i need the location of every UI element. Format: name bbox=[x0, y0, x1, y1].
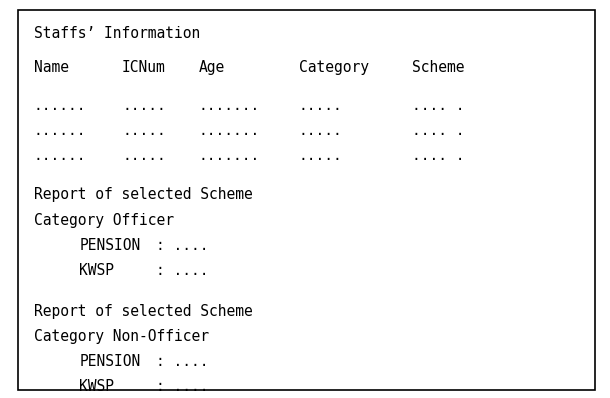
Text: : ....: : .... bbox=[156, 379, 208, 394]
Text: .......: ....... bbox=[198, 148, 259, 163]
Text: ......: ...... bbox=[34, 123, 86, 138]
Text: Scheme: Scheme bbox=[412, 60, 464, 75]
Text: Name: Name bbox=[34, 60, 68, 75]
Text: Report of selected Scheme: Report of selected Scheme bbox=[34, 304, 253, 319]
Text: .....: ..... bbox=[299, 123, 343, 138]
Text: .......: ....... bbox=[198, 123, 259, 138]
Text: KWSP: KWSP bbox=[79, 263, 114, 278]
Text: PENSION: PENSION bbox=[79, 238, 140, 253]
Text: .... .: .... . bbox=[412, 123, 464, 138]
Text: Category: Category bbox=[299, 60, 369, 75]
Text: : ....: : .... bbox=[156, 263, 208, 278]
Text: Staffs’ Information: Staffs’ Information bbox=[34, 26, 200, 41]
Text: : ....: : .... bbox=[156, 354, 208, 369]
Text: .....: ..... bbox=[299, 98, 343, 113]
Text: .... .: .... . bbox=[412, 148, 464, 163]
Text: .....: ..... bbox=[122, 148, 166, 163]
Text: : ....: : .... bbox=[156, 238, 208, 253]
FancyBboxPatch shape bbox=[18, 10, 595, 390]
Text: .......: ....... bbox=[198, 98, 259, 113]
Text: KWSP: KWSP bbox=[79, 379, 114, 394]
Text: ICNum: ICNum bbox=[122, 60, 166, 75]
Text: Age: Age bbox=[198, 60, 224, 75]
Text: PENSION: PENSION bbox=[79, 354, 140, 369]
Text: .....: ..... bbox=[299, 148, 343, 163]
Text: .... .: .... . bbox=[412, 98, 464, 113]
Text: .....: ..... bbox=[122, 123, 166, 138]
Text: ......: ...... bbox=[34, 148, 86, 163]
Text: ......: ...... bbox=[34, 98, 86, 113]
Text: Report of selected Scheme: Report of selected Scheme bbox=[34, 187, 253, 203]
Text: Category Non-Officer: Category Non-Officer bbox=[34, 329, 209, 344]
Text: Category Officer: Category Officer bbox=[34, 213, 174, 228]
Text: .....: ..... bbox=[122, 98, 166, 113]
